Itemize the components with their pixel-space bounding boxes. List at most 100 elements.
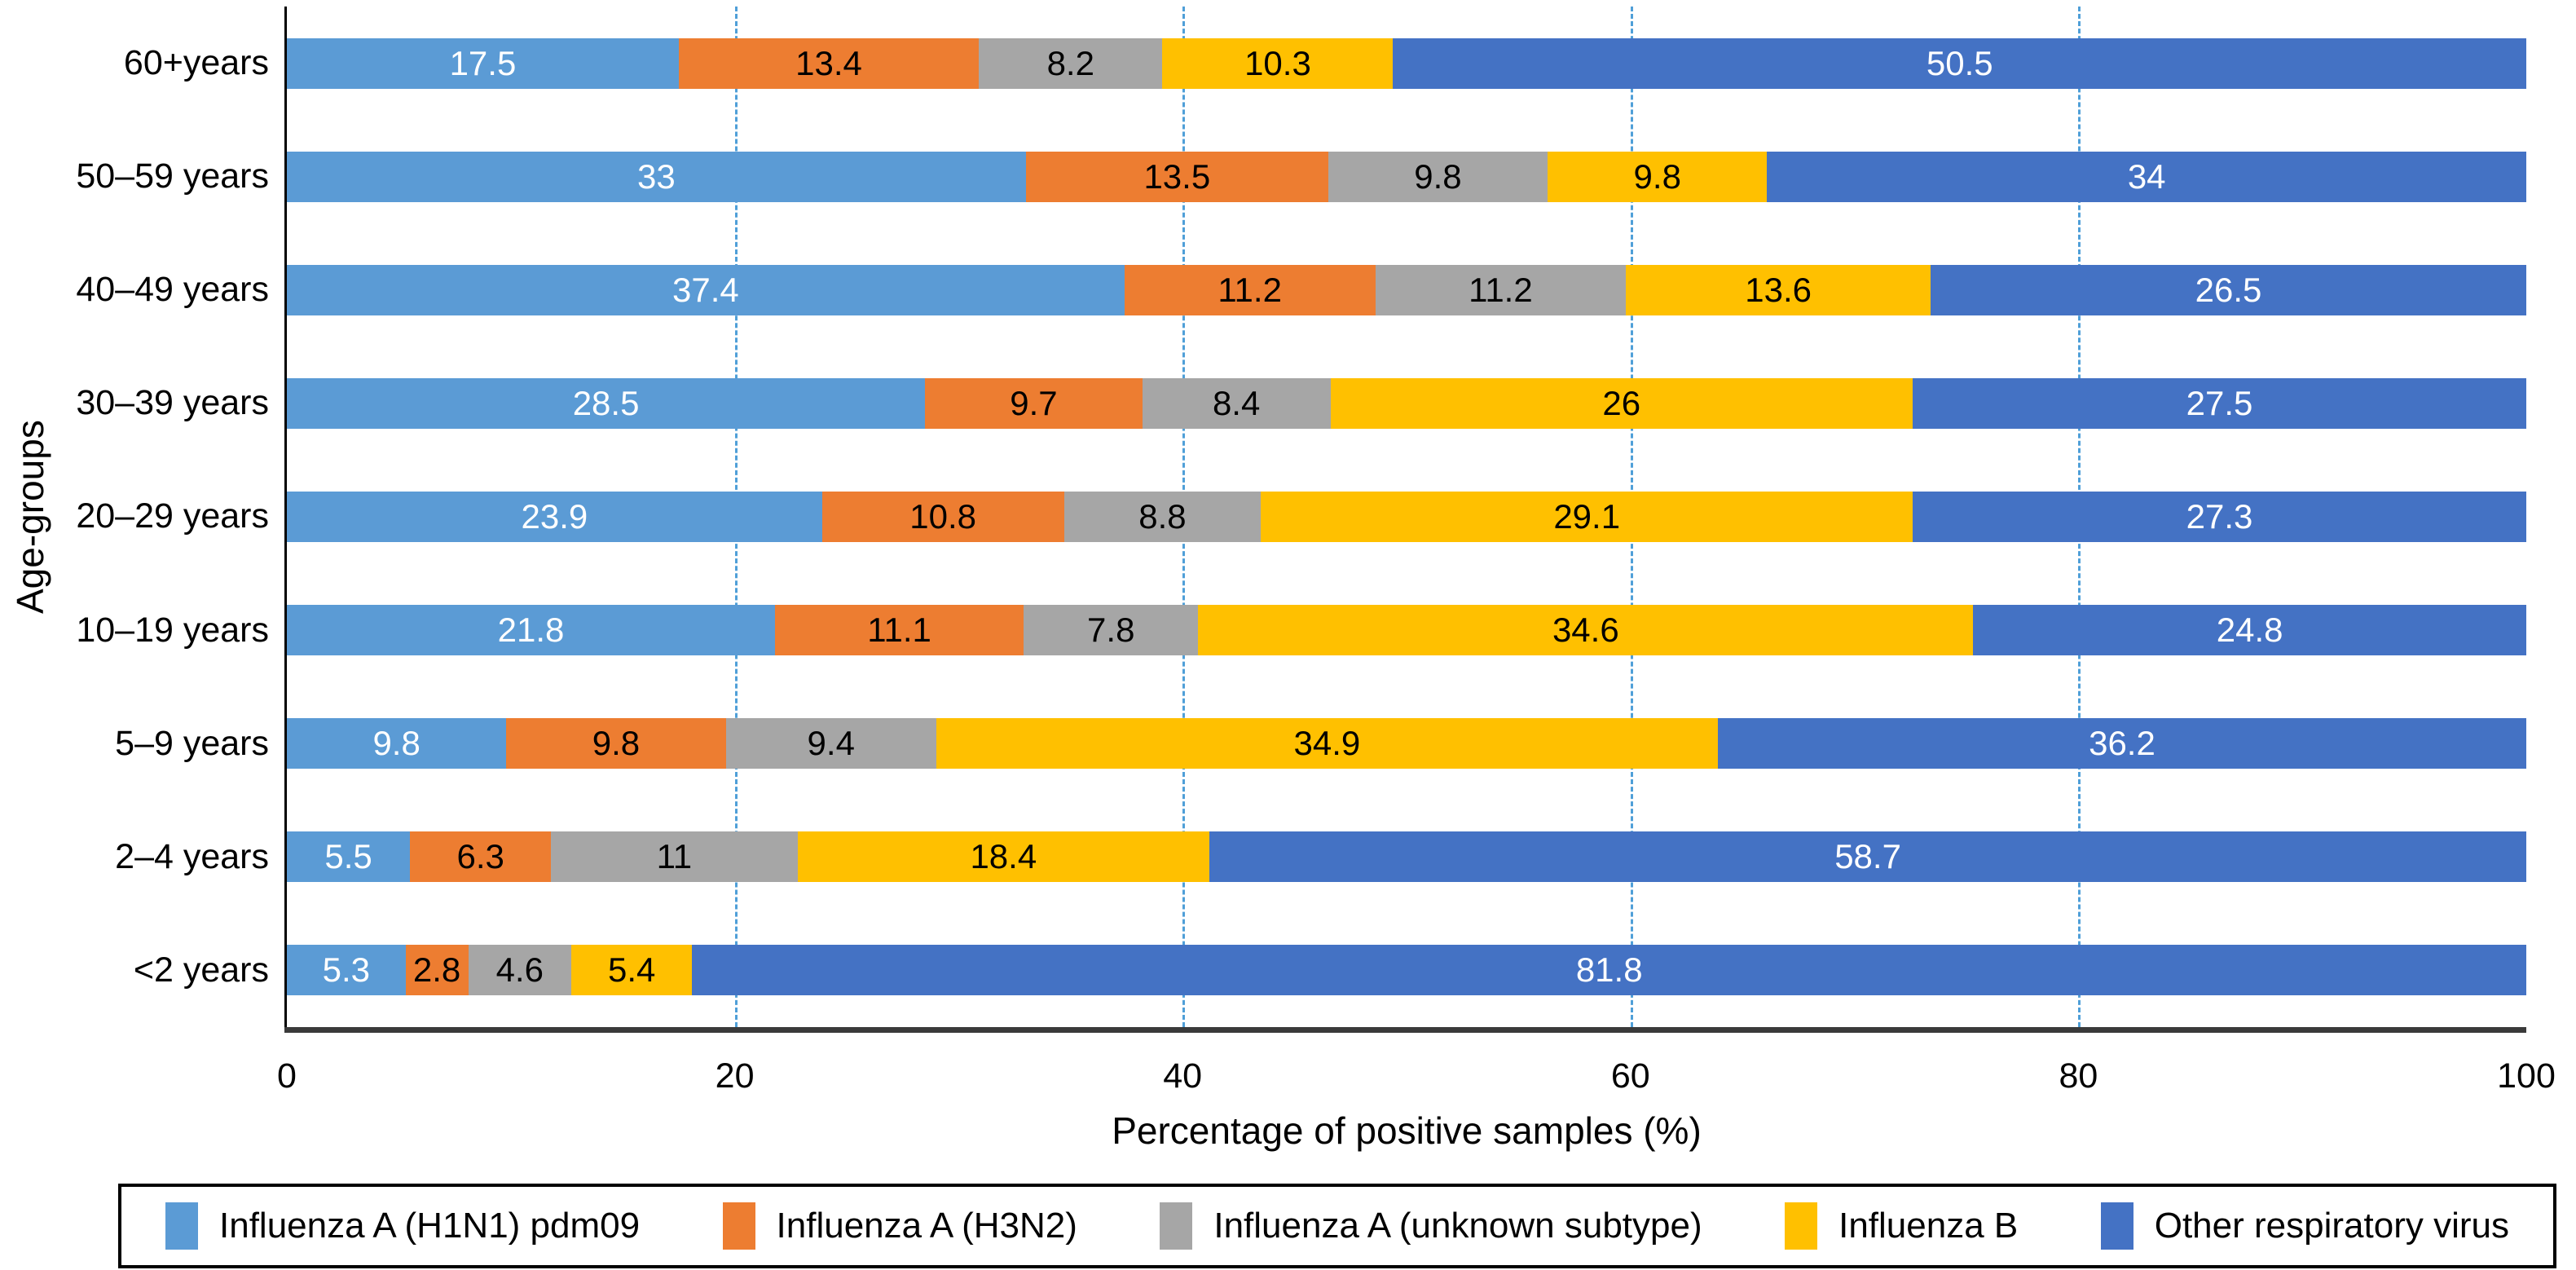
legend-label: Other respiratory virus <box>2154 1206 2509 1246</box>
category-labels: 60+years 50–59 years 40–49 years 30–39 year… <box>0 7 269 1027</box>
bar-segment: 34.9 <box>936 718 1718 769</box>
legend-label: Influenza A (H1N1) pdm09 <box>219 1206 641 1246</box>
bar-segment: 50.5 <box>1393 37 2526 89</box>
bar-row: 5.5 6.3 11 18.4 58.7 <box>287 800 2526 914</box>
category-label: 5–9 years <box>115 723 269 763</box>
legend-item: Influenza B <box>1785 1202 2018 1250</box>
bar-row: 17.5 13.4 8.2 10.3 50.5 <box>287 7 2526 120</box>
x-axis-title: Percentage of positive samples (%) <box>1112 1109 1702 1152</box>
category-label: 10–19 years <box>76 610 269 650</box>
stacked-bar: 37.4 11.2 11.2 13.6 26.5 <box>287 264 2526 315</box>
x-axis-line <box>284 1027 2526 1033</box>
bar-rows: 17.5 13.4 8.2 10.3 50.5 33 13.5 9.8 9.8 34 37.4 11.… <box>287 7 2526 1027</box>
x-tick-labels: 0 20 40 60 80 100 <box>277 1056 2556 1099</box>
bar-segment: 36.2 <box>1717 718 2526 769</box>
bar-segment: 11.2 <box>1375 264 1627 315</box>
legend-item: Influenza A (unknown subtype) <box>1160 1202 1702 1250</box>
stacked-bar: 33 13.5 9.8 9.8 34 <box>287 151 2526 202</box>
legend-swatch <box>1785 1202 1818 1250</box>
stacked-bar: 23.9 10.8 8.8 29.1 27.3 <box>287 491 2526 542</box>
x-tick-label: 80 <box>2059 1056 2098 1096</box>
bar-row: 5.3 2.8 4.6 5.4 81.8 <box>287 914 2526 1027</box>
bar-segment: 37.4 <box>287 264 1125 315</box>
bar-segment: 18.4 <box>797 831 1210 883</box>
bar-row: 9.8 9.8 9.4 34.9 36.2 <box>287 687 2526 800</box>
legend-item: Influenza A (H3N2) <box>722 1202 1077 1250</box>
stacked-bar: 5.3 2.8 4.6 5.4 81.8 <box>287 945 2526 996</box>
bar-segment: 17.5 <box>287 37 679 89</box>
bar-segment: 8.4 <box>1142 377 1331 429</box>
legend-swatch <box>2100 1202 2133 1250</box>
bar-segment: 26 <box>1330 377 1913 429</box>
bar-row: 21.8 11.1 7.8 34.6 24.8 <box>287 574 2526 687</box>
bar-segment: 9.8 <box>1548 151 1768 202</box>
bar-segment: 9.8 <box>287 718 507 769</box>
bar-segment: 23.9 <box>287 491 822 542</box>
bar-segment: 24.8 <box>1973 605 2526 656</box>
legend-swatch <box>1160 1202 1193 1250</box>
x-tick-label: 40 <box>1163 1056 1203 1096</box>
bar-segment: 7.8 <box>1024 605 1199 656</box>
stacked-bar: 17.5 13.4 8.2 10.3 50.5 <box>287 37 2526 89</box>
legend-item: Other respiratory virus <box>2100 1202 2509 1250</box>
bar-segment: 27.3 <box>1913 491 2526 542</box>
bar-segment: 10.3 <box>1162 37 1394 89</box>
legend-label: Influenza A (unknown subtype) <box>1213 1206 1702 1246</box>
bar-segment: 5.3 <box>287 945 406 996</box>
y-axis-line <box>284 7 287 1027</box>
stacked-bar: 9.8 9.8 9.4 34.9 36.2 <box>287 718 2526 769</box>
bar-segment: 5.5 <box>287 831 411 883</box>
category-label: 30–39 years <box>76 383 269 423</box>
bar-segment: 11.1 <box>775 605 1024 656</box>
bar-segment: 34.6 <box>1198 605 1974 656</box>
bar-segment: 13.4 <box>678 37 980 89</box>
bar-segment: 58.7 <box>1209 831 2526 883</box>
category-label: 40–49 years <box>76 270 269 310</box>
category-label: 20–29 years <box>76 496 269 536</box>
bar-row: 28.5 9.7 8.4 26 27.5 <box>287 346 2526 460</box>
bar-segment: 28.5 <box>287 377 926 429</box>
bar-segment: 9.8 <box>1328 151 1548 202</box>
bar-segment: 5.4 <box>570 945 693 996</box>
legend-swatch <box>722 1202 755 1250</box>
bar-segment: 29.1 <box>1261 491 1913 542</box>
x-tick-label: 0 <box>277 1056 297 1096</box>
bar-segment: 8.2 <box>979 37 1163 89</box>
stacked-bar: 21.8 11.1 7.8 34.6 24.8 <box>287 605 2526 656</box>
bar-segment: 81.8 <box>692 945 2526 996</box>
bar-segment: 27.5 <box>1913 377 2526 429</box>
legend-item: Influenza A (H1N1) pdm09 <box>165 1202 640 1250</box>
category-label: 60+years <box>123 43 269 83</box>
bar-segment: 2.8 <box>405 945 469 996</box>
bar-segment: 4.6 <box>468 945 571 996</box>
category-label: 2–4 years <box>115 836 269 876</box>
bar-segment: 34 <box>1767 151 2526 202</box>
bar-segment: 33 <box>287 151 1026 202</box>
x-tick-label: 20 <box>715 1056 755 1096</box>
bar-row: 33 13.5 9.8 9.8 34 <box>287 120 2526 233</box>
bar-segment: 26.5 <box>1931 264 2526 315</box>
category-label: 50–59 years <box>76 157 269 196</box>
legend-swatch <box>165 1202 198 1250</box>
bar-segment: 9.4 <box>725 718 936 769</box>
bar-segment: 13.6 <box>1626 264 1931 315</box>
bar-segment: 11.2 <box>1124 264 1376 315</box>
bar-segment: 13.5 <box>1025 151 1328 202</box>
stacked-bar: 5.5 6.3 11 18.4 58.7 <box>287 831 2526 883</box>
bar-segment: 6.3 <box>410 831 552 883</box>
legend-label: Influenza A (H3N2) <box>776 1206 1077 1246</box>
bar-segment: 9.8 <box>506 718 726 769</box>
x-tick-label: 100 <box>2497 1056 2556 1096</box>
bar-segment: 21.8 <box>287 605 776 656</box>
bar-segment: 11 <box>551 831 798 883</box>
stacked-bar: 28.5 9.7 8.4 26 27.5 <box>287 377 2526 429</box>
legend: Influenza A (H1N1) pdm09 Influenza A (H3N… <box>118 1184 2556 1268</box>
bar-row: 37.4 11.2 11.2 13.6 26.5 <box>287 233 2526 346</box>
x-tick-label: 60 <box>1610 1056 1650 1096</box>
bar-segment: 9.7 <box>925 377 1143 429</box>
bar-segment: 8.8 <box>1063 491 1262 542</box>
legend-label: Influenza B <box>1838 1206 2019 1246</box>
bar-segment: 10.8 <box>821 491 1064 542</box>
category-label: <2 years <box>133 950 269 990</box>
